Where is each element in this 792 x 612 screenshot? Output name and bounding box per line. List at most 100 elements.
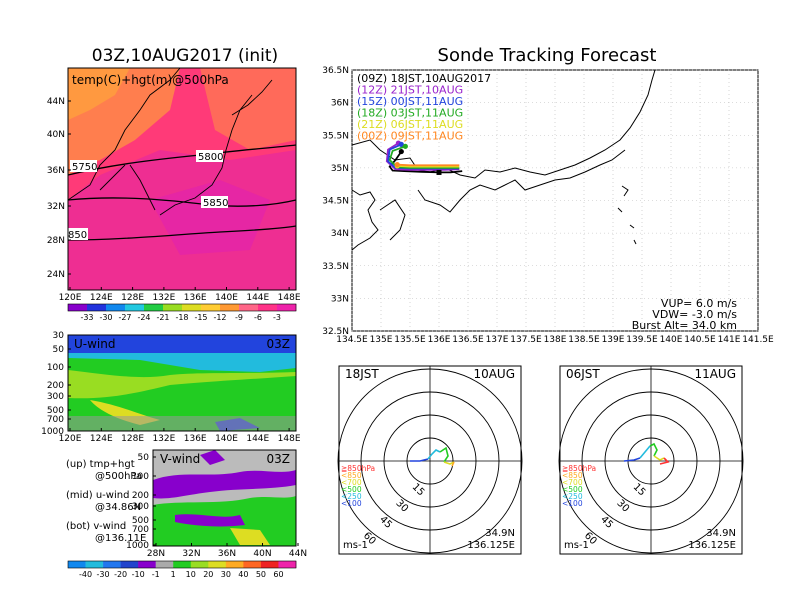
map500-colorbar-cell (201, 304, 221, 311)
wind-colorbar-cell (243, 561, 262, 568)
param-burst: Burst Alt= 34.0 km (632, 319, 737, 332)
uwind-lon-label: 148E (278, 434, 301, 444)
map500-colorbar-label: -30 (99, 313, 112, 322)
track-endpoint (398, 148, 404, 155)
track-legend-entry: (15Z) 00JST,11AUG (357, 95, 463, 108)
map500-northeast (200, 68, 296, 150)
hodograph-1: 18JST 10AUG15304560≧850hPa<850<700<500<25… (337, 365, 523, 555)
hodograph-unit: ms-1 (343, 540, 368, 551)
hodograph-legend-entry: <500 (562, 485, 583, 494)
wind-colorbar-label: 1 (171, 570, 176, 579)
hodograph-time: 06JST (566, 367, 600, 381)
map500-label: temp(C)+hgt(m)@500hPa (72, 73, 229, 87)
map500-lon-axis: 120E 124E 128E 132E 136E 140E 144E 148E (59, 287, 301, 303)
vwind-yellow-patch (230, 528, 270, 545)
track-endpoint (402, 143, 408, 149)
track-lon-label: 139.5E (626, 335, 658, 345)
track-lat-label: 36.5N (322, 66, 349, 76)
uwind-label: U-wind (74, 337, 115, 351)
uwind-lon-label: 136E (184, 434, 207, 444)
map500-colorbar-cell (239, 304, 259, 311)
vwind-lat-label: 28N (147, 549, 165, 559)
hodograph-date: 11AUG (694, 367, 736, 381)
uwind-p-label: 300 (47, 392, 64, 402)
hodograph-unit: ms-1 (564, 540, 589, 551)
map500-colorbar-label: -33 (80, 313, 93, 322)
uwind-cyan-band (68, 353, 296, 372)
track-endpoint (394, 162, 400, 168)
wind-colorbar-label: -30 (97, 570, 110, 579)
hodograph-lon: 136.125E (688, 540, 736, 551)
hodograph-trace (623, 457, 641, 462)
uwind-p-label: 50 (53, 345, 65, 355)
track-lat-label: 33N (331, 294, 349, 304)
track-map-frame (351, 69, 759, 332)
track-legend-entry: (12Z) 21JST,10AUG (357, 84, 463, 97)
hodograph-legend-entry: <500 (341, 485, 362, 494)
uwind-lon-label: 140E (215, 434, 238, 444)
wind-colorbar-cell (68, 561, 86, 568)
hodograph-trace (639, 445, 651, 459)
hodograph-lat: 34.9N (485, 528, 515, 539)
map500-colorbar-cell (163, 304, 183, 311)
uwind-lon-label: 128E (121, 434, 144, 444)
map500-colorbar-label: -15 (194, 313, 207, 322)
vwind-frame (152, 449, 297, 547)
map500-lon-label: 148E (278, 293, 301, 303)
track-lon-label: 134.5E (336, 335, 368, 345)
hodograph-legend-entry: <700 (562, 478, 583, 487)
hodograph-legend-entry: <850 (341, 471, 362, 480)
uwind-lon-axis: 120E 124E 128E 132E 136E 140E 144E 148E (59, 428, 301, 444)
hodograph-legend-entry: <100 (341, 499, 362, 508)
map500-lon-label: 140E (215, 293, 238, 303)
map500-colorbar-cell (144, 304, 164, 311)
wind-colorbar-label: 60 (273, 570, 283, 579)
map500-lon-label: 136E (184, 293, 207, 303)
main-title: Sonde Tracking Forecast (438, 45, 657, 66)
track-legend-entry: (21Z) 06JST,11AUG (357, 118, 463, 131)
map500-colorbar-cell (220, 304, 240, 311)
vwind-p-label: 100 (132, 472, 149, 482)
uwind-p-label: 500 (47, 406, 64, 416)
vwind-p-label: 300 (132, 502, 149, 512)
track-lat-axis: 36.5N 36N 35.5N 35N 34.5N 34N 33.5N 33N 32.5N (322, 66, 349, 337)
wind-colorbar-cell (208, 561, 227, 568)
map500-colorbar-cell (106, 304, 126, 311)
hodograph-trace (427, 449, 441, 460)
map500-colorbar-label: -18 (175, 313, 188, 322)
track-legend: (09Z) 18JST,10AUG2017(12Z) 21JST,10AUG(1… (357, 72, 491, 143)
map500-colorbar: -33 -30 -27 -24 -21 -18 -15 -12 -9 -6 -3 (67, 303, 297, 322)
map500-colorbar-label: -6 (254, 313, 262, 322)
map500-colorbar-cell (182, 304, 202, 311)
track-lon-label: 139E (602, 335, 625, 345)
track-lon-label: 140.5E (684, 335, 716, 345)
note-up-sub: @500hPa (95, 471, 142, 482)
hodograph-trace (451, 461, 455, 467)
contour-label-850: 850 (68, 230, 87, 241)
wind-colorbar-frame (67, 560, 297, 569)
hodograph-legend-entry: <250 (341, 492, 362, 501)
uwind-lon-label: 120E (59, 434, 82, 444)
map500-colorbar-cell (87, 304, 107, 311)
map500-lon-label: 120E (59, 293, 82, 303)
hodograph-trace (443, 461, 455, 465)
hodograph-legend-entry: <850 (562, 471, 583, 480)
wind-colorbar-cell (85, 561, 104, 568)
map500-lon-label: 132E (152, 293, 175, 303)
vwind-purple-band (153, 470, 296, 499)
track-lon-label: 136E (428, 335, 451, 345)
track-line (397, 163, 460, 167)
track-endpoint (398, 141, 404, 147)
hodograph-legend-entry: ≧850hPa (341, 464, 375, 473)
wind-colorbar: -40 -30 -20 -10 -1 1 10 20 30 40 50 60 (67, 560, 297, 579)
wind-colorbar-cell (190, 561, 209, 568)
map500-lat-label: 24N (47, 270, 65, 280)
hodograph-trace (410, 458, 429, 462)
uwind-upper-band (68, 335, 296, 353)
hodograph-lon: 136.125E (467, 540, 515, 551)
map500-lat-label: 32N (47, 202, 65, 212)
uwind-p-label: 700 (47, 415, 64, 425)
track-line (397, 165, 460, 168)
